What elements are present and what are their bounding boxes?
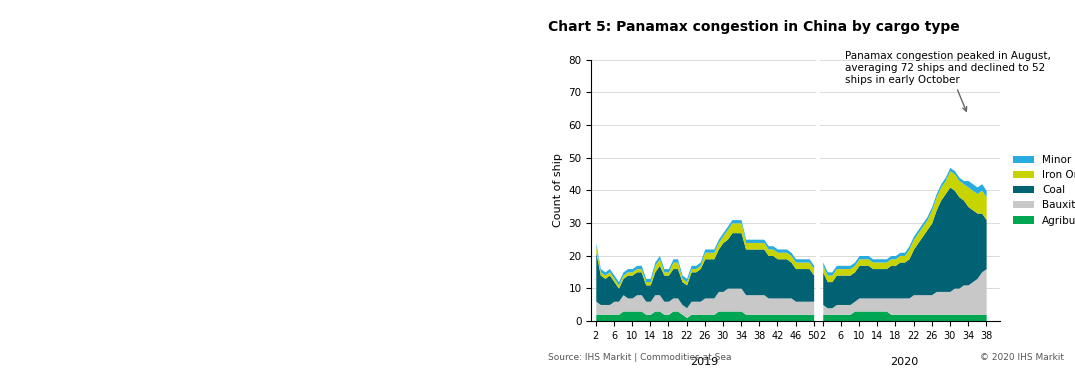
Text: Panamax congestion peaked in August,
averaging 72 ships and declined to 52
ships: Panamax congestion peaked in August, ave… — [845, 51, 1051, 111]
Y-axis label: Count of ship: Count of ship — [553, 153, 563, 227]
Legend: Minor Bulk, Iron Ore, Coal, Bauxite, Agribulk: Minor Bulk, Iron Ore, Coal, Bauxite, Agr… — [1009, 151, 1075, 230]
Text: Chart 5: Panamax congestion in China by cargo type: Chart 5: Panamax congestion in China by … — [548, 20, 960, 34]
Text: 2019: 2019 — [690, 357, 719, 367]
Text: © 2020 IHS Markit: © 2020 IHS Markit — [980, 353, 1064, 362]
Text: 2020: 2020 — [890, 357, 918, 367]
Text: Source: IHS Markit | Commodities at Sea: Source: IHS Markit | Commodities at Sea — [548, 353, 732, 362]
